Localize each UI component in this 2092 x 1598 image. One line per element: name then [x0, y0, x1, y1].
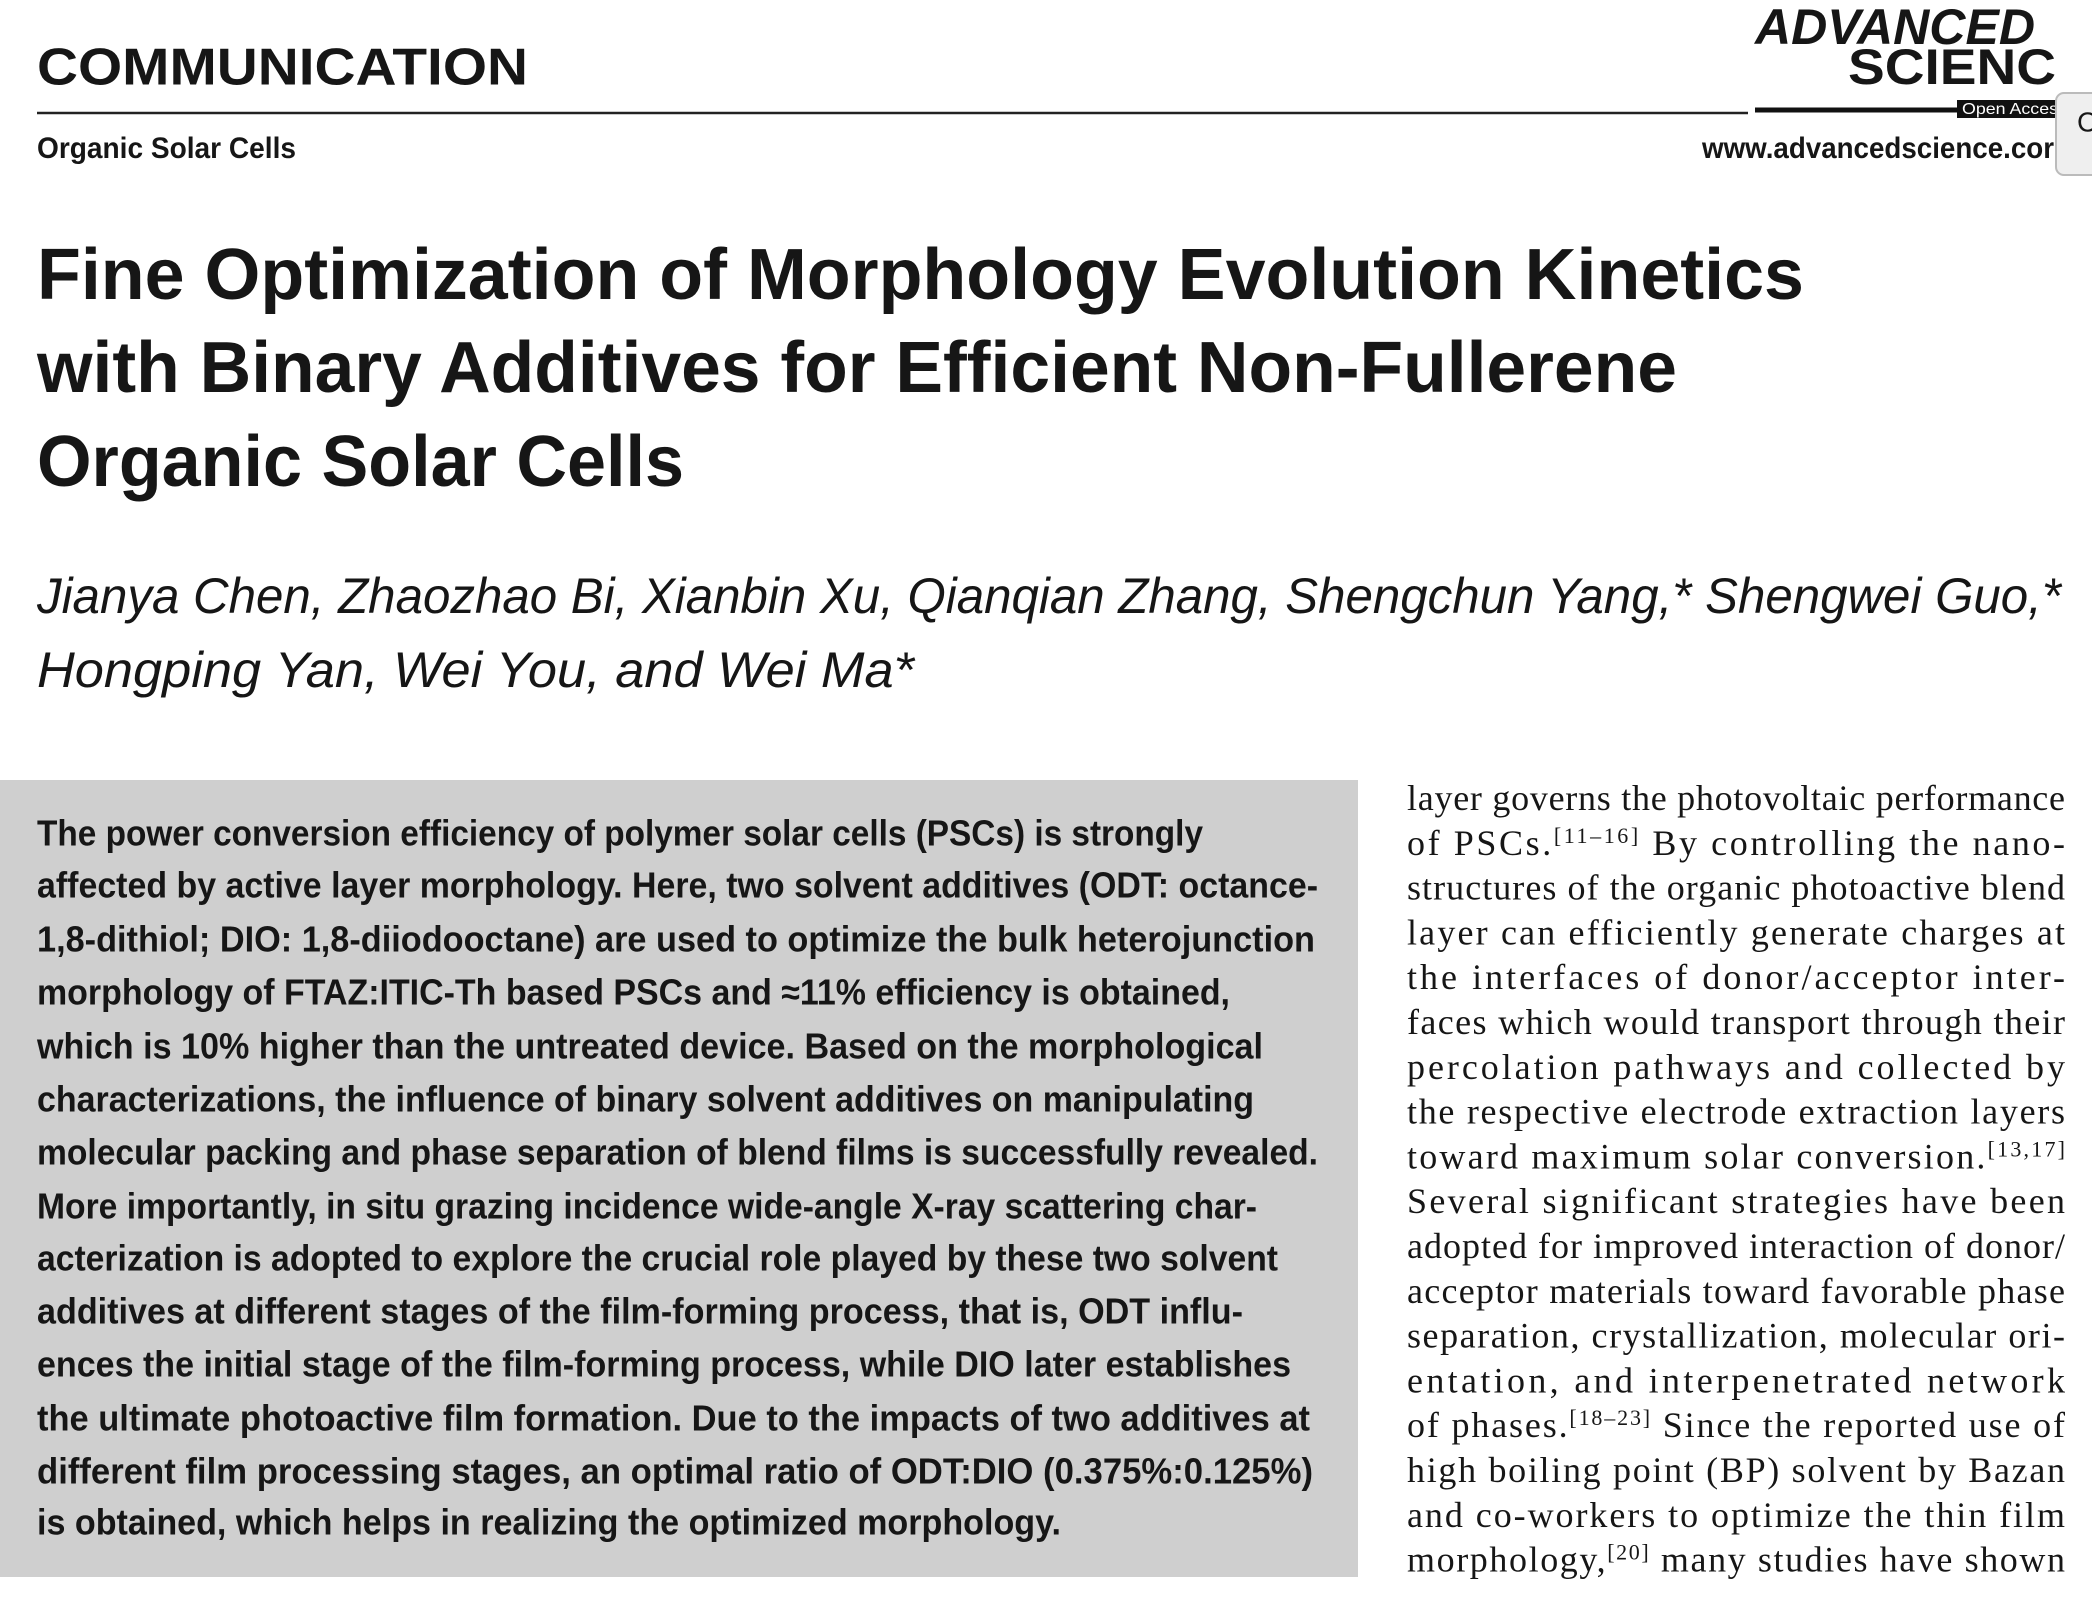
- body-line: of PSCs. [11–16] By controlling the nano-: [1407, 823, 2065, 863]
- title-line: with Binary Additives for Efficient Non-…: [36, 328, 1677, 408]
- body-text: toward maximum solar conversion.: [1407, 1137, 1985, 1177]
- author-line: Jianya Chen, Zhaozhao Bi, Xianbin Xu, Qi…: [36, 568, 2062, 624]
- abstract-line: morphology of FTAZ:ITIC-Th based PSCs an…: [37, 972, 1230, 1013]
- abstract-line: molecular packing and phase separation o…: [37, 1132, 1318, 1173]
- body-line: the respective electrode extraction laye…: [1407, 1092, 2065, 1132]
- citation: [13,17]: [1988, 1137, 2065, 1162]
- body-line: toward maximum solar conversion. [13,17]: [1407, 1137, 2065, 1177]
- title-line: Fine Optimization of Morphology Evolutio…: [37, 235, 1804, 315]
- body-text: high boiling point (BP) solvent by Bazan: [1407, 1450, 2065, 1490]
- abstract-line: affected by active layer morphology. Her…: [37, 865, 1318, 906]
- body-text: entation, and interpenetrated network: [1407, 1361, 2065, 1401]
- body-line: layer can efficiently generate charges a…: [1407, 913, 2065, 953]
- abstract-line: 1,8-dithiol; DIO: 1,8-diiodooctane) are …: [37, 919, 1315, 960]
- body-text: separation, crystallization, molecular o…: [1407, 1316, 2065, 1356]
- body-line: of phases.[18–23] Since the reported use…: [1407, 1405, 2065, 1445]
- body-text: and co-workers to optimize the thin film: [1407, 1495, 2065, 1535]
- body-line: high boiling point (BP) solvent by Bazan: [1407, 1450, 2065, 1490]
- body-text: Several significant strategies have been: [1407, 1181, 2065, 1221]
- side-tab[interactable]: [2055, 92, 2092, 176]
- body-line: morphology,[20] many studies have shown: [1407, 1540, 2065, 1580]
- body-line: Several significant strategies have been: [1407, 1181, 2065, 1221]
- logo-line: SCIENC: [1848, 39, 2056, 95]
- body-text: By controlling the nano-: [1641, 823, 2065, 863]
- body-line: adopted for improved interaction of dono…: [1407, 1226, 2065, 1266]
- body-text: acceptor materials toward favorable phas…: [1407, 1271, 2065, 1311]
- topic-label: Organic Solar Cells: [37, 132, 296, 165]
- body-text: faces which would transport through thei…: [1407, 1002, 2065, 1042]
- body-text: structures of the organic photoactive bl…: [1407, 868, 2065, 908]
- body-text: percolation pathways and collected by: [1407, 1047, 2065, 1087]
- body-text: the interfaces of donor/acceptor inter-: [1407, 957, 2065, 997]
- body-text: adopted for improved interaction of dono…: [1407, 1226, 2065, 1266]
- body-text: layer can efficiently generate charges a…: [1407, 913, 2065, 953]
- logo-badge-text: Open Acces: [1962, 101, 2058, 118]
- body-line: structures of the organic photoactive bl…: [1407, 868, 2065, 908]
- body-text: morphology,: [1407, 1540, 1606, 1580]
- abstract-box: [0, 780, 1358, 1577]
- title-line: Organic Solar Cells: [37, 422, 684, 502]
- body-text: many studies have shown: [1650, 1540, 2065, 1580]
- abstract-line: characterizations, the influence of bina…: [37, 1079, 1254, 1120]
- body-line: and co-workers to optimize the thin film: [1407, 1495, 2065, 1535]
- author-line: Hongping Yan, Wei You, and Wei Ma*: [37, 642, 916, 698]
- body-text: layer governs the photovoltaic performan…: [1407, 778, 2065, 818]
- abstract-line: More importantly, in situ grazing incide…: [37, 1186, 1257, 1227]
- abstract-line: which is 10% higher than the untreated d…: [36, 1026, 1263, 1067]
- body-line: entation, and interpenetrated network: [1407, 1361, 2065, 1401]
- body-text: the respective electrode extraction laye…: [1407, 1092, 2065, 1132]
- body-text: of phases.: [1407, 1405, 1568, 1445]
- body-line: faces which would transport through thei…: [1407, 1002, 2065, 1042]
- journal-url: www.advancedscience.cor: [1701, 132, 2054, 165]
- abstract-line: different film processing stages, an opt…: [37, 1451, 1313, 1492]
- logo-line: ADVANCED: [1753, 0, 2035, 55]
- body-text: of PSCs.: [1407, 823, 1551, 863]
- body-line: layer governs the photovoltaic performan…: [1407, 778, 2065, 818]
- abstract-line: is obtained, which helps in realizing th…: [37, 1502, 1061, 1543]
- body-text: Since the reported use of: [1652, 1405, 2065, 1445]
- abstract-line: ences the initial stage of the film-form…: [37, 1344, 1291, 1385]
- content: Fine Optimization of Morphology Evolutio…: [36, 235, 2065, 1580]
- body-line: percolation pathways and collected by: [1407, 1047, 2065, 1087]
- abstract-line: the ultimate photoactive film formation.…: [37, 1398, 1310, 1439]
- citation: [18–23]: [1569, 1405, 1650, 1430]
- abstract-line: acterization is adopted to explore the c…: [37, 1238, 1278, 1279]
- section-label: COMMUNICATION: [37, 39, 528, 97]
- abstract-line: additives at different stages of the fil…: [37, 1291, 1243, 1332]
- citation: [11–16]: [1554, 823, 1638, 848]
- side-tab-label[interactable]: C: [2077, 106, 2092, 137]
- abstract-line: The power conversion efficiency of polym…: [37, 813, 1203, 854]
- citation: [20]: [1607, 1540, 1648, 1565]
- body-line: separation, crystallization, molecular o…: [1407, 1316, 2065, 1356]
- body-line: the interfaces of donor/acceptor inter-: [1407, 957, 2065, 997]
- body-line: acceptor materials toward favorable phas…: [1407, 1271, 2065, 1311]
